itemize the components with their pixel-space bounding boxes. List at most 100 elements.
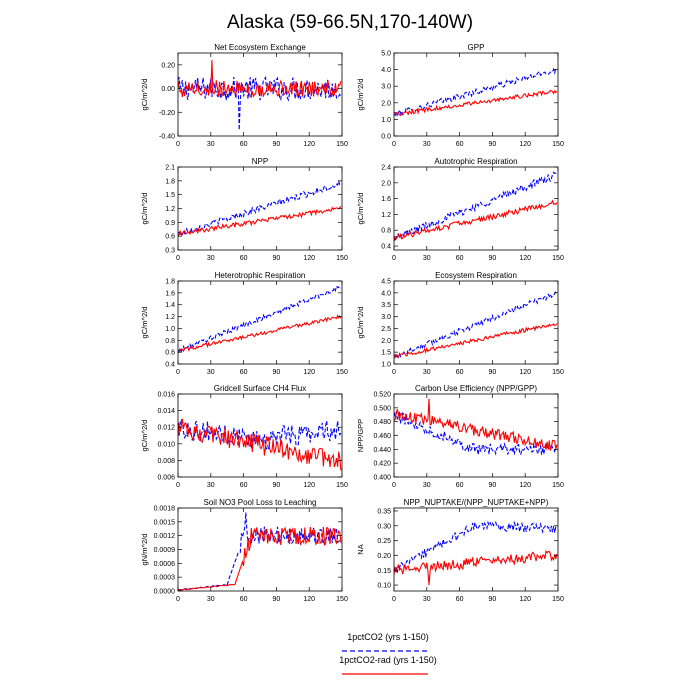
x-tick-label: 120 — [303, 482, 315, 489]
x-tick-label: 90 — [489, 369, 497, 376]
series-line-1 — [178, 178, 341, 237]
series-line-1 — [178, 76, 342, 131]
y-axis-label: gC/m^2/d — [140, 193, 149, 225]
x-tick-label: 120 — [519, 596, 531, 603]
x-tick-label: 90 — [489, 141, 497, 148]
y-tick-label: -0.40 — [159, 134, 175, 141]
x-tick-label: 30 — [423, 369, 431, 376]
y-axis-label: gC/m^2/d — [356, 307, 365, 339]
chart-panel: 0 30 60 90 120 150 0.0 1.0 2.0 3.0 4.0 5.0 GPP gC/m^2… — [356, 43, 564, 148]
x-tick-label: 150 — [336, 482, 348, 489]
x-tick-label: 150 — [336, 141, 348, 148]
x-tick-label: 150 — [552, 596, 564, 603]
chart-panel: 0 30 60 90 120 150 0.4 0.6 0.8 1.0 1.2 1.4 1.6 1.8 Het… — [140, 271, 348, 376]
series-line-2 — [394, 89, 558, 117]
y-tick-label: 0.012 — [157, 425, 175, 432]
y-tick-label: 0.6 — [165, 350, 175, 357]
y-tick-label: 4.5 — [381, 279, 391, 286]
x-tick-label: 90 — [273, 596, 281, 603]
series-line-1 — [394, 171, 558, 242]
y-axis-label: gN/m^2/d — [140, 534, 149, 566]
y-tick-label: 0.8 — [381, 228, 391, 235]
x-tick-label: 90 — [489, 596, 497, 603]
x-tick-label: 120 — [303, 255, 315, 262]
y-tick-label: 0.20 — [377, 553, 391, 560]
x-tick-label: 60 — [456, 596, 464, 603]
panel-title: Gridcell Surface CH4 Flux — [214, 384, 306, 393]
y-tick-label: 0.460 — [373, 433, 391, 440]
x-tick-label: 30 — [207, 141, 215, 148]
y-tick-label: 0.20 — [161, 62, 175, 69]
y-tick-label: 0.0015 — [154, 519, 176, 526]
y-tick-label: 2.4 — [381, 165, 391, 172]
y-tick-label: 1.4 — [165, 302, 175, 309]
y-axis-label: gC/m^2/d — [140, 307, 149, 339]
x-tick-label: 60 — [456, 482, 464, 489]
plot-frame — [393, 393, 559, 478]
x-tick-label: 30 — [423, 596, 431, 603]
y-axis-label: gC/m^2/d — [140, 420, 149, 452]
y-tick-label: 1.8 — [165, 178, 175, 185]
y-tick-label: 2.0 — [381, 338, 391, 345]
plot-frame — [393, 507, 559, 592]
plot-frame — [177, 280, 343, 365]
x-tick-label: 30 — [207, 369, 215, 376]
y-tick-label: 3.5 — [381, 302, 391, 309]
series-line-2 — [178, 314, 342, 354]
y-tick-label: 0.400 — [373, 475, 391, 482]
y-tick-label: 1.2 — [381, 212, 391, 219]
x-tick-label: 0 — [392, 596, 396, 603]
y-tick-label: 0.3 — [165, 248, 175, 255]
y-tick-label: 0.25 — [377, 538, 391, 545]
panel-title: Heterotrophic Respiration — [215, 271, 306, 280]
x-tick-label: 60 — [456, 141, 464, 148]
y-tick-label: 2.0 — [381, 180, 391, 187]
y-tick-label: -0.20 — [159, 110, 175, 117]
x-tick-label: 150 — [336, 596, 348, 603]
y-tick-label: 0.00 — [161, 86, 175, 93]
x-tick-label: 0 — [176, 482, 180, 489]
x-tick-label: 150 — [336, 369, 348, 376]
series-line-2 — [178, 418, 342, 471]
y-axis-label: gC/m^2/d — [356, 193, 365, 225]
y-tick-label: 2.5 — [381, 326, 391, 333]
x-tick-label: 0 — [176, 141, 180, 148]
chart-panel: 0 30 60 90 120 150 0.4 0.8 1.2 1.6 2.0 2.4 Autotroph… — [356, 157, 564, 262]
x-tick-label: 90 — [489, 255, 497, 262]
panel-title: NPP_NUPTAKE/(NPP_NUPTAKE+NPP) — [404, 498, 549, 507]
y-tick-label: 1.2 — [165, 206, 175, 213]
y-axis-label: gC/m^2/d — [140, 79, 149, 111]
series-line-1 — [394, 411, 558, 456]
y-tick-label: 0.0000 — [154, 589, 176, 596]
chart-panel: 0 30 60 90 120 150 1.0 1.5 2.0 2.5 3.0 3.5 4.0 4.5 Eco… — [356, 271, 564, 376]
y-tick-label: 1.8 — [165, 279, 175, 286]
series-line-2 — [178, 60, 342, 99]
x-tick-label: 0 — [392, 369, 396, 376]
x-tick-label: 150 — [552, 369, 564, 376]
chart-panel: 0 30 60 90 120 150 0.0000 0.0003 0.0006 0.0009 0.0… — [140, 498, 348, 603]
x-tick-label: 90 — [273, 369, 281, 376]
y-tick-label: 1.5 — [381, 350, 391, 357]
series-line-1 — [394, 67, 557, 119]
x-tick-label: 60 — [240, 369, 248, 376]
x-tick-label: 120 — [303, 141, 315, 148]
x-tick-label: 30 — [207, 255, 215, 262]
y-tick-label: 0.500 — [373, 405, 391, 412]
y-tick-label: 4.0 — [381, 290, 391, 297]
series-line-2 — [394, 549, 558, 586]
x-tick-label: 120 — [519, 255, 531, 262]
y-tick-label: 0.4 — [165, 362, 175, 369]
panel-title: Carbon Use Efficiency (NPP/GPP) — [415, 384, 537, 393]
series-line-2 — [178, 205, 342, 237]
series-line-2 — [394, 323, 558, 359]
plot-frame — [393, 280, 559, 365]
y-tick-label: 0.35 — [377, 508, 391, 515]
series-line-1 — [178, 512, 342, 591]
plot-frame — [177, 393, 343, 478]
y-tick-label: 0.440 — [373, 447, 391, 454]
legend-label: 1pctCO2 (yrs 1-150) — [347, 632, 429, 642]
x-tick-label: 60 — [240, 482, 248, 489]
series-line-1 — [394, 520, 558, 575]
x-tick-label: 0 — [176, 255, 180, 262]
